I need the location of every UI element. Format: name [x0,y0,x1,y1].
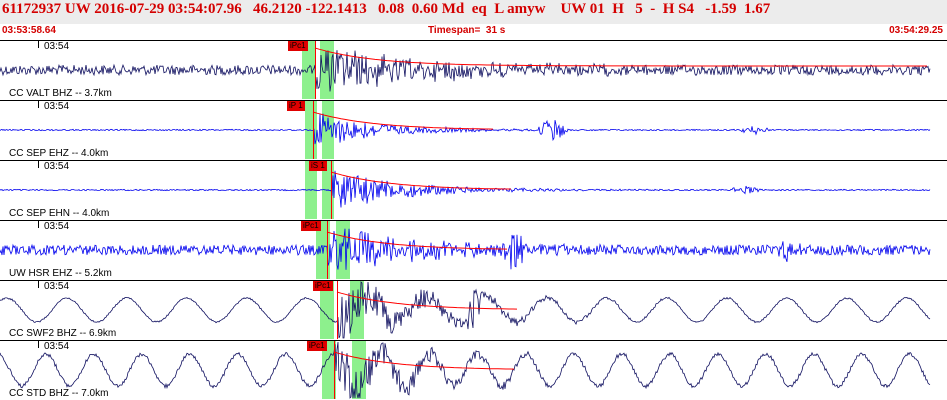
tick-mark [38,281,39,288]
waveform-trace [0,170,931,208]
waveform-panel[interactable]: iP 1 03:54 CC SEP EHZ -- 4.0km [0,100,947,159]
pick-marker[interactable]: iPc1 [313,281,333,291]
seismogram-line [0,50,931,92]
waveform-panel[interactable]: iPc1 03:54 CC STD BHZ -- 7.0km [0,340,947,399]
channel-label: CC STD BHZ -- 7.0km [9,388,109,399]
event-header: 61172937 UW 2016-07-29 03:54:07.96 46.21… [0,0,947,24]
seismogram-line [0,170,931,208]
pick-marker[interactable]: iPc1 [307,341,327,351]
pick-marker[interactable]: iPc1 [288,41,308,51]
tick-mark [38,221,39,228]
tick-label: 03:54 [44,101,70,112]
waveform-trace [0,111,931,145]
channel-label: CC SEP EHN -- 4.0km [9,208,110,219]
coda-curve [314,47,927,67]
seismogram-line [0,228,931,270]
p-window [302,41,316,99]
start-time: 03:53:58.64 [2,25,56,36]
waveform-panel[interactable]: iS 1 03:54 CC SEP EHN -- 4.0km [0,160,947,219]
tick-label: 03:54 [44,221,70,232]
tick-label: 03:54 [44,161,70,172]
pick-marker[interactable]: iP 1 [287,101,305,111]
seismogram-line [0,113,931,145]
channel-label: CC SWF2 BHZ -- 6.9km [9,328,117,339]
tick-label: 03:54 [44,341,70,352]
pick-marker[interactable]: iPc1 [301,221,321,231]
channel-label: UW HSR EHZ -- 5.2km [9,268,112,279]
tick-mark [38,341,39,348]
pick-marker[interactable]: iS 1 [309,161,327,171]
tick-label: 03:54 [44,281,70,292]
coda-curve [333,351,515,370]
p-window [320,281,334,339]
channel-label: CC SEP EHZ -- 4.0km [9,148,109,159]
waveform-trace [0,341,931,399]
coda-curve [336,291,518,310]
tick-mark [38,41,39,48]
waveform-panels: iPc1 03:54 CC VALT BHZ -- 3.7km iP 1 03:… [0,40,947,400]
timespan-label: Timespan= 31 s [428,25,506,36]
coda-curve [326,231,508,250]
tick-label: 03:54 [44,41,70,52]
seismogram-line [0,341,931,399]
event-title: 61172937 UW 2016-07-29 03:54:07.96 46.21… [2,1,771,17]
pick-line[interactable] [337,281,338,339]
pick-line[interactable] [327,221,328,279]
channel-label: CC VALT BHZ -- 3.7km [9,88,112,99]
waveform-panel[interactable]: iPc1 03:54 CC VALT BHZ -- 3.7km [0,40,947,99]
waveform-trace [0,281,931,339]
waveform-panel[interactable]: iPc1 03:54 UW HSR EHZ -- 5.2km [0,220,947,279]
seismogram-line [0,281,931,339]
coda-curve [312,111,494,130]
pick-line[interactable] [331,161,332,219]
p-window [316,221,330,279]
waveform-panel[interactable]: iPc1 03:54 CC SWF2 BHZ -- 6.9km [0,280,947,339]
end-time: 03:54:29.25 [889,25,943,36]
coda-curve [330,171,512,190]
pick-line[interactable] [315,41,316,99]
waveform-trace [0,228,931,270]
tick-mark [38,101,39,108]
tick-mark [38,161,39,168]
waveform-trace [0,47,931,92]
pick-line[interactable] [334,341,335,399]
pick-line[interactable] [313,101,314,159]
